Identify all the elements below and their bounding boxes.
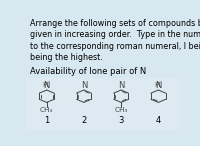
Bar	[25, 78, 180, 130]
Text: 4: 4	[156, 117, 161, 125]
Text: N: N	[155, 81, 161, 90]
Text: Availability of lone pair of N: Availability of lone pair of N	[30, 67, 146, 76]
Text: H: H	[154, 82, 160, 88]
Text: 2: 2	[81, 117, 87, 125]
Text: N: N	[44, 81, 50, 90]
Text: CH₃: CH₃	[40, 107, 53, 113]
Text: 1: 1	[44, 117, 49, 125]
Text: CH₃: CH₃	[114, 107, 128, 113]
Text: N: N	[118, 81, 124, 90]
Text: H: H	[42, 82, 48, 88]
Text: Arrange the following sets of compounds based on the property
given in increasin: Arrange the following sets of compounds …	[30, 19, 200, 62]
Text: 3: 3	[118, 117, 124, 125]
Text: N: N	[81, 81, 87, 90]
